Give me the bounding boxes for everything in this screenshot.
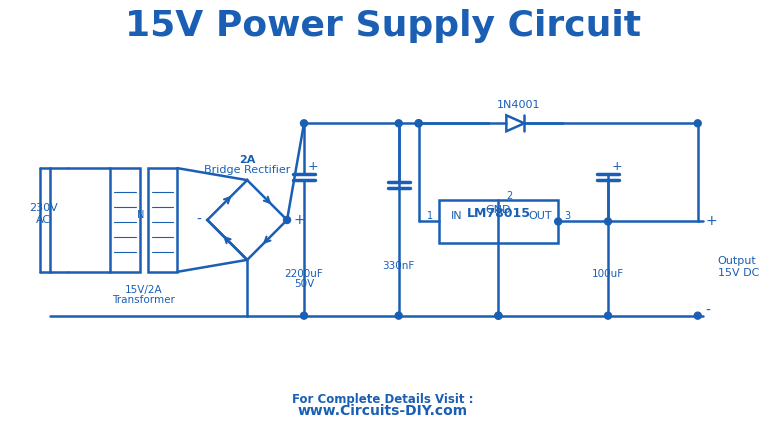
Text: GND: GND	[485, 205, 511, 215]
Text: +: +	[612, 160, 623, 172]
Text: OUT: OUT	[528, 211, 552, 222]
Circle shape	[694, 312, 701, 319]
Circle shape	[694, 120, 701, 127]
Bar	[439, 200, 558, 243]
Text: 230V: 230V	[29, 203, 58, 213]
Text: 3: 3	[564, 211, 571, 222]
Text: 2A: 2A	[239, 155, 256, 165]
Circle shape	[554, 218, 561, 225]
Text: +: +	[308, 160, 319, 172]
Circle shape	[415, 120, 422, 127]
Text: Bridge Rectifier: Bridge Rectifier	[204, 165, 290, 175]
Text: 15V Power Supply Circuit: 15V Power Supply Circuit	[124, 9, 641, 43]
Text: 330nF: 330nF	[382, 261, 415, 271]
Text: 15V/2A: 15V/2A	[124, 285, 162, 295]
Text: 15V DC: 15V DC	[717, 268, 759, 278]
Text: +: +	[706, 214, 717, 229]
Text: AC: AC	[36, 215, 51, 225]
Text: IN: IN	[451, 211, 462, 222]
Text: 1N4001: 1N4001	[497, 100, 540, 110]
Text: LM78015: LM78015	[466, 206, 531, 220]
Text: 1: 1	[426, 211, 432, 222]
Text: Transformer: Transformer	[112, 295, 175, 305]
Text: 100uF: 100uF	[592, 269, 624, 279]
Circle shape	[604, 218, 611, 225]
Bar	[110, 168, 140, 272]
Circle shape	[300, 120, 307, 127]
Text: +: +	[293, 213, 305, 227]
Circle shape	[604, 312, 611, 319]
Text: N: N	[137, 210, 144, 220]
Circle shape	[415, 120, 422, 127]
Text: 50V: 50V	[294, 279, 314, 289]
Text: Output: Output	[717, 256, 756, 266]
Bar	[147, 168, 177, 272]
Text: www.Circuits-DIY.com: www.Circuits-DIY.com	[298, 404, 468, 418]
Circle shape	[283, 217, 290, 223]
Circle shape	[396, 312, 402, 319]
Circle shape	[396, 120, 402, 127]
Circle shape	[300, 312, 307, 319]
Text: For Complete Details Visit :: For Complete Details Visit :	[292, 393, 474, 406]
Text: -: -	[197, 213, 201, 227]
Circle shape	[495, 312, 502, 319]
Text: 2200uF: 2200uF	[285, 269, 323, 279]
Circle shape	[495, 312, 502, 319]
Text: -: -	[706, 304, 710, 318]
Text: 2: 2	[506, 191, 512, 201]
